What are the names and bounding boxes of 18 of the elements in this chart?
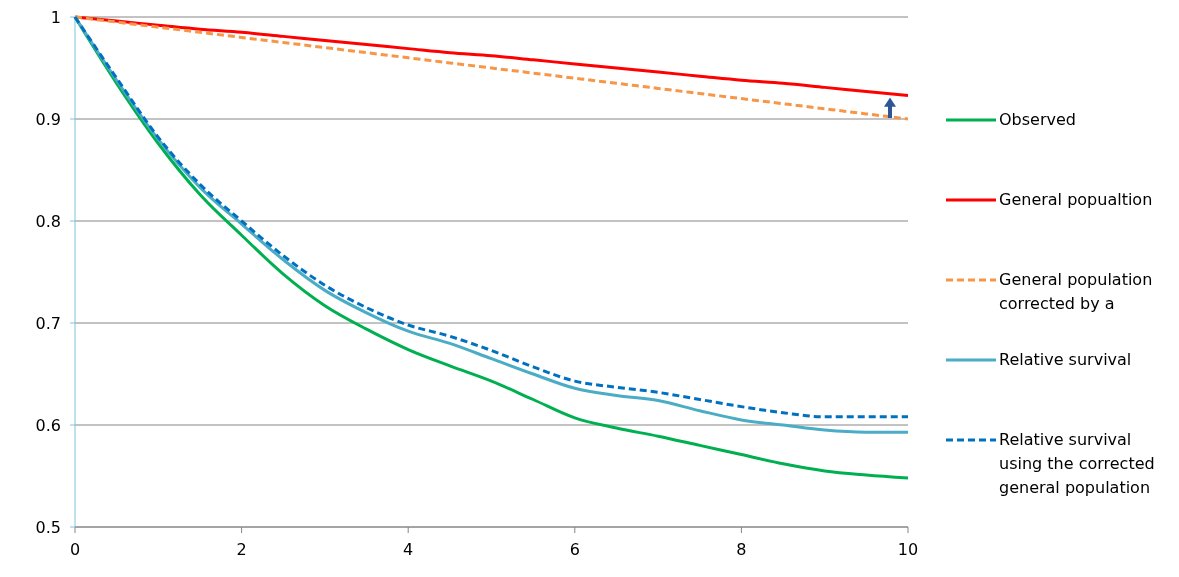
line-series (73, 15, 910, 121)
x-tick-label: 10 (897, 540, 919, 559)
legend-label: Relative survival (999, 350, 1132, 369)
legend-label: General popualtion (999, 190, 1153, 209)
y-tick-label: 0.6 (35, 415, 61, 435)
y-tick-label: 0.9 (35, 109, 61, 129)
x-tick-label: 4 (403, 540, 414, 559)
y-tick-label: 0.8 (35, 211, 61, 231)
x-tick-label: 0 (69, 540, 81, 559)
y-tick-label: 1 (50, 7, 61, 27)
x-tick-label: 2 (236, 540, 247, 559)
legend-label: General population corrected by a (999, 270, 1153, 313)
y-tick-label: 0.7 (35, 313, 61, 333)
legend-label: Observed (999, 110, 1076, 129)
legend-label: Relative survival using the corrected general population (999, 430, 1155, 497)
x-tick-label: 8 (736, 540, 747, 559)
y-tick-label: 0.5 (35, 517, 61, 537)
x-tick-label: 6 (569, 540, 580, 559)
